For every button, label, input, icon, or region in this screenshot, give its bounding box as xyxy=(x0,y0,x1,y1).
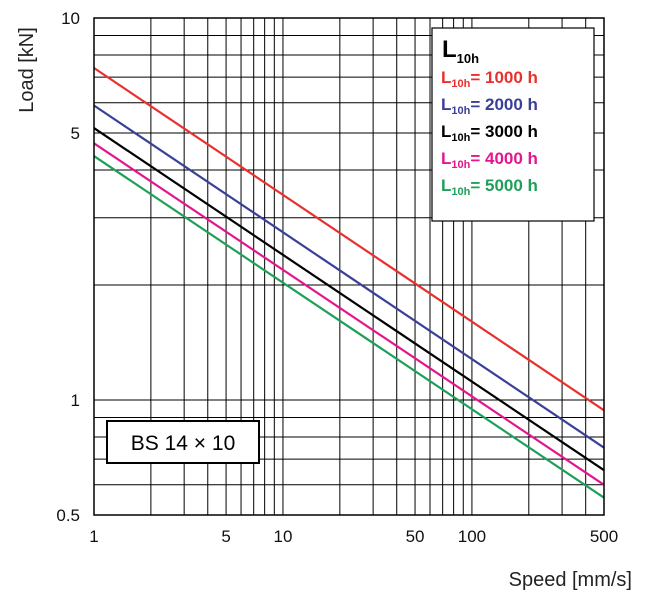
legend-entry: L10h= 4000 h xyxy=(441,149,538,171)
legend-entries: L10h= 1000 h L10h= 2000 h L10h= 3000 h L10h… xyxy=(441,68,538,198)
x-tick-label: 10 xyxy=(274,527,293,546)
y-tick-label: 0.5 xyxy=(56,506,80,525)
x-tick-label: 5 xyxy=(221,527,230,546)
series-line xyxy=(93,142,605,486)
series-line xyxy=(93,104,605,449)
legend: L10h L10h= 1000 h L10h= 2000 h L10h= 3000 … xyxy=(431,27,595,222)
y-axis-title: Load [kN] xyxy=(16,27,38,113)
y-tick-label: 1 xyxy=(71,391,80,410)
x-tick-labels: 1 5 10 50 100 500 xyxy=(89,527,618,546)
model-badge-text: BS 14 × 10 xyxy=(131,432,236,455)
x-tick-label: 500 xyxy=(590,527,618,546)
legend-entry: L10h= 5000 h xyxy=(441,176,538,198)
x-axis-title: Speed [mm/s] xyxy=(509,569,632,591)
legend-title: L10h xyxy=(442,36,479,66)
series-line xyxy=(93,67,605,412)
legend-box xyxy=(431,27,595,222)
y-tick-label: 10 xyxy=(61,9,80,28)
x-tick-label: 50 xyxy=(406,527,425,546)
x-tick-label: 1 xyxy=(89,527,98,546)
series-line xyxy=(93,155,605,499)
series-lines xyxy=(93,67,605,499)
legend-entry: L10h= 3000 h xyxy=(441,122,538,144)
y-tick-label: 5 xyxy=(71,124,80,143)
y-tick-labels: 0.5 1 5 10 xyxy=(56,9,80,525)
model-badge-box xyxy=(106,420,260,464)
model-badge: BS 14 × 10 xyxy=(106,420,260,464)
plot-frame xyxy=(93,17,605,516)
series-line xyxy=(93,127,605,472)
x-tick-label: 100 xyxy=(458,527,486,546)
legend-entry: L10h= 1000 h xyxy=(441,68,538,90)
legend-entry: L10h= 2000 h xyxy=(441,95,538,117)
